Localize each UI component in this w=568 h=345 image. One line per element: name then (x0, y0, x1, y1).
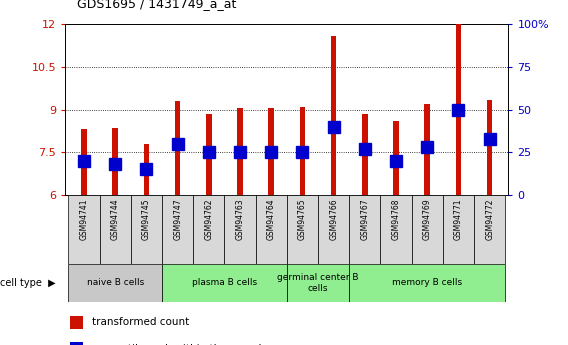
Bar (99, 195, 131, 264)
Bar (81, 129, 87, 195)
Text: GSM94768: GSM94768 (391, 198, 400, 240)
Text: GSM94764: GSM94764 (267, 198, 275, 240)
Bar (456, 24, 461, 195)
Bar (474, 195, 506, 264)
Bar (70, 316, 83, 329)
Bar (237, 108, 243, 195)
Text: GSM94763: GSM94763 (236, 198, 245, 240)
Bar (412, 195, 443, 264)
Bar (162, 264, 287, 302)
Bar (300, 107, 305, 195)
Bar (206, 114, 212, 195)
Text: GSM94762: GSM94762 (204, 198, 214, 240)
Bar (424, 104, 430, 195)
Bar (68, 195, 99, 264)
Bar (318, 195, 349, 264)
Text: GSM94772: GSM94772 (485, 198, 494, 240)
Bar (144, 144, 149, 195)
Bar (443, 195, 474, 264)
Bar (70, 342, 83, 345)
Bar (362, 114, 367, 195)
Text: GSM94744: GSM94744 (111, 198, 120, 240)
Bar (193, 195, 224, 264)
Text: naive B cells: naive B cells (86, 278, 144, 287)
Text: cell type  ▶: cell type ▶ (0, 278, 56, 288)
Text: memory B cells: memory B cells (392, 278, 462, 287)
Bar (131, 195, 162, 264)
Text: GSM94745: GSM94745 (142, 198, 151, 240)
Bar (487, 100, 492, 195)
Bar (269, 108, 274, 195)
Text: GSM94769: GSM94769 (423, 198, 432, 240)
Text: GSM94766: GSM94766 (329, 198, 338, 240)
Bar (287, 195, 318, 264)
Bar (287, 264, 349, 302)
Bar (68, 264, 162, 302)
Bar (381, 195, 412, 264)
Bar (162, 195, 193, 264)
Text: transformed count: transformed count (92, 317, 189, 327)
Bar (175, 101, 181, 195)
Bar (349, 264, 506, 302)
Text: GSM94771: GSM94771 (454, 198, 463, 240)
Text: GSM94765: GSM94765 (298, 198, 307, 240)
Bar (393, 121, 399, 195)
Bar (224, 195, 256, 264)
Text: GSM94747: GSM94747 (173, 198, 182, 240)
Text: germinal center B
cells: germinal center B cells (277, 273, 359, 293)
Bar (112, 128, 118, 195)
Text: GDS1695 / 1431749_a_at: GDS1695 / 1431749_a_at (77, 0, 236, 10)
Text: plasma B cells: plasma B cells (192, 278, 257, 287)
Bar (331, 36, 336, 195)
Bar (256, 195, 287, 264)
Text: GSM94767: GSM94767 (360, 198, 369, 240)
Text: percentile rank within the sample: percentile rank within the sample (92, 344, 268, 345)
Text: GSM94741: GSM94741 (80, 198, 89, 240)
Bar (349, 195, 381, 264)
